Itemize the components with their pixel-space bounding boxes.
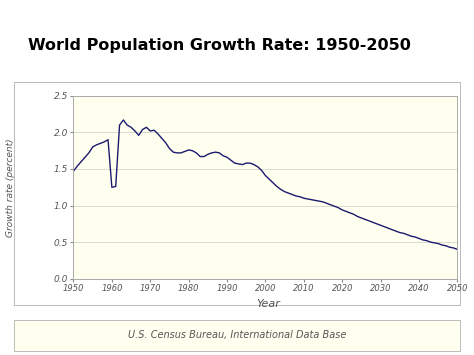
- Text: Year: Year: [256, 299, 280, 308]
- Text: U.S. Census Bureau, International Data Base: U.S. Census Bureau, International Data B…: [128, 331, 346, 340]
- Text: Growth rate (percent): Growth rate (percent): [6, 139, 15, 237]
- Text: World Population Growth Rate: 1950-2050: World Population Growth Rate: 1950-2050: [28, 38, 411, 53]
